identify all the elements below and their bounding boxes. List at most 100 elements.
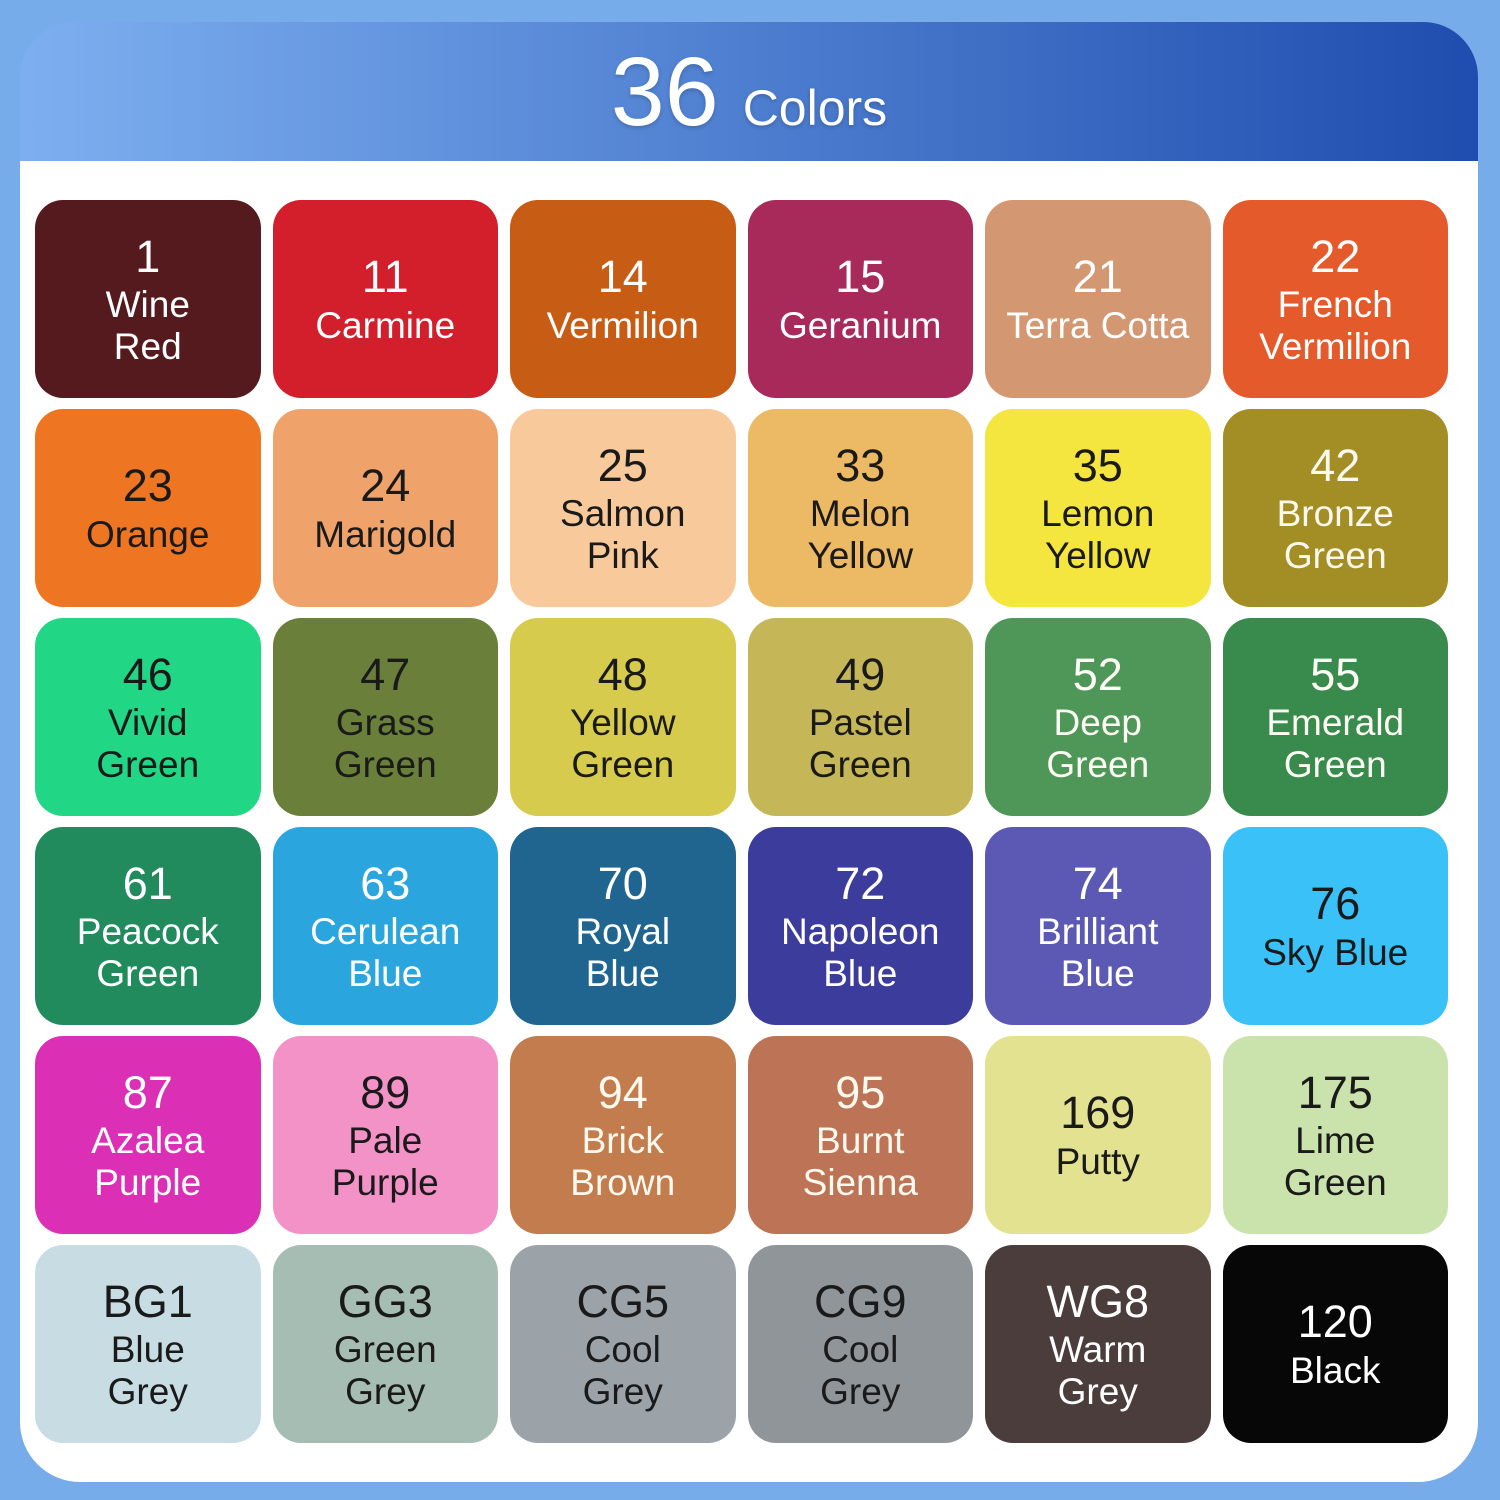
color-swatch-76: 76 Sky Blue: [1222, 827, 1448, 1025]
swatch-name: Warm Grey: [1049, 1329, 1147, 1412]
swatch-name: Sky Blue: [1262, 932, 1409, 974]
swatch-code: 33: [835, 439, 886, 491]
color-count-label: Colors: [742, 80, 888, 136]
swatch-code: 87: [122, 1066, 173, 1118]
color-swatch-14: 14 Vermilion: [510, 200, 736, 398]
header-title: 36 Colors: [611, 43, 887, 140]
color-swatch-cg9: CG9 Cool Grey: [747, 1245, 973, 1443]
swatch-code: WG8: [1046, 1275, 1149, 1327]
swatch-code: CG9: [813, 1275, 907, 1327]
color-swatch-55: 55 Emerald Green: [1222, 618, 1448, 816]
swatch-code: 95: [835, 1066, 886, 1118]
swatch-name: Grass Green: [333, 702, 437, 785]
swatch-code: 47: [360, 648, 411, 700]
swatch-code: 42: [1310, 439, 1361, 491]
swatch-name: Black: [1290, 1350, 1381, 1392]
color-swatch-61: 61 Peacock Green: [35, 827, 261, 1025]
swatch-name: Vivid Green: [96, 702, 200, 785]
swatch-code: 52: [1072, 648, 1123, 700]
swatch-name: Wine Red: [105, 284, 190, 367]
color-swatch-48: 48 Yellow Green: [510, 618, 736, 816]
swatch-name: Azalea Purple: [91, 1120, 205, 1203]
swatch-name: Deep Green: [1046, 702, 1150, 785]
swatch-code: BG1: [102, 1275, 193, 1327]
swatch-name: Brilliant Blue: [1037, 911, 1159, 994]
color-count: 36: [610, 37, 719, 146]
swatch-name: Lime Green: [1283, 1120, 1387, 1203]
swatch-code: 46: [122, 648, 173, 700]
swatch-name: Cool Grey: [582, 1329, 663, 1412]
swatch-name: Pale Purple: [331, 1120, 439, 1203]
swatch-name: Peacock Green: [76, 911, 219, 994]
swatch-code: 15: [835, 251, 886, 303]
swatch-code: 24: [360, 460, 411, 512]
swatch-code: 175: [1297, 1066, 1373, 1118]
swatch-name: Yellow Green: [569, 702, 676, 785]
swatch-name: Burnt Sienna: [802, 1120, 918, 1203]
color-swatch-169: 169 Putty: [985, 1036, 1211, 1234]
swatch-code: 94: [597, 1066, 648, 1118]
swatch-name: Putty: [1055, 1141, 1140, 1183]
color-swatch-175: 175 Lime Green: [1222, 1036, 1448, 1234]
color-swatch-94: 94 Brick Brown: [510, 1036, 736, 1234]
color-swatch-52: 52 Deep Green: [985, 618, 1211, 816]
color-swatch-95: 95 Burnt Sienna: [747, 1036, 973, 1234]
swatch-code: 63: [360, 857, 411, 909]
swatch-name: Terra Cotta: [1006, 305, 1190, 347]
color-swatch-87: 87 Azalea Purple: [35, 1036, 261, 1234]
color-swatch-25: 25 Salmon Pink: [510, 409, 736, 607]
swatch-name: Vermilion: [546, 305, 699, 347]
color-swatch-42: 42 Bronze Green: [1222, 409, 1448, 607]
color-swatch-47: 47 Grass Green: [272, 618, 498, 816]
swatch-code: 120: [1297, 1296, 1373, 1348]
color-swatch-21: 21 Terra Cotta: [985, 200, 1211, 398]
swatch-grid: 1 Wine Red 11 Carmine 14 Vermilion 15 Geranium 2…: [35, 200, 1448, 1443]
swatch-name: Melon Yellow: [807, 493, 914, 576]
color-swatch-23: 23 Orange: [35, 409, 261, 607]
swatch-name: Cerulean Blue: [310, 911, 461, 994]
swatch-name: Carmine: [315, 305, 456, 347]
swatch-code: 89: [360, 1066, 411, 1118]
color-swatch-33: 33 Melon Yellow: [747, 409, 973, 607]
swatch-code: GG3: [337, 1275, 433, 1327]
swatch-name: Brick Brown: [570, 1120, 676, 1203]
color-swatch-74: 74 Brilliant Blue: [985, 827, 1211, 1025]
color-swatch-15: 15 Geranium: [747, 200, 973, 398]
swatch-name: Salmon Pink: [560, 493, 686, 576]
swatch-code: CG5: [576, 1275, 670, 1327]
swatch-code: 61: [122, 857, 173, 909]
swatch-code: 169: [1060, 1087, 1136, 1139]
swatch-code: 21: [1072, 251, 1123, 303]
swatch-name: Bronze Green: [1276, 493, 1394, 576]
color-swatch-49: 49 Pastel Green: [747, 618, 973, 816]
swatch-name: Geranium: [779, 305, 942, 347]
swatch-name: Royal Blue: [575, 911, 671, 994]
swatch-code: 23: [122, 460, 173, 512]
color-swatch-70: 70 Royal Blue: [510, 827, 736, 1025]
header-banner: 36 Colors: [20, 22, 1478, 161]
color-swatch-120: 120 Black: [1222, 1245, 1448, 1443]
color-swatch-22: 22 French Vermilion: [1222, 200, 1448, 398]
color-swatch-gg3: GG3 Green Grey: [272, 1245, 498, 1443]
swatch-code: 1: [135, 230, 161, 282]
swatch-name: Lemon Yellow: [1041, 493, 1155, 576]
swatch-code: 49: [835, 648, 886, 700]
swatch-code: 25: [597, 439, 648, 491]
color-swatch-46: 46 Vivid Green: [35, 618, 261, 816]
color-swatch-89: 89 Pale Purple: [272, 1036, 498, 1234]
swatch-name: Napoleon Blue: [781, 911, 940, 994]
color-swatch-35: 35 Lemon Yellow: [985, 409, 1211, 607]
color-swatch-1: 1 Wine Red: [35, 200, 261, 398]
color-swatch-24: 24 Marigold: [272, 409, 498, 607]
swatch-code: 48: [597, 648, 648, 700]
color-swatch-wg8: WG8 Warm Grey: [985, 1245, 1211, 1443]
swatch-code: 70: [597, 857, 648, 909]
swatch-code: 11: [361, 251, 409, 303]
swatch-code: 72: [835, 857, 886, 909]
swatch-name: Green Grey: [333, 1329, 437, 1412]
swatch-name: Orange: [86, 514, 210, 556]
color-swatch-63: 63 Cerulean Blue: [272, 827, 498, 1025]
swatch-code: 35: [1072, 439, 1123, 491]
swatch-name: Blue Grey: [107, 1329, 188, 1412]
color-swatch-bg1: BG1 Blue Grey: [35, 1245, 261, 1443]
